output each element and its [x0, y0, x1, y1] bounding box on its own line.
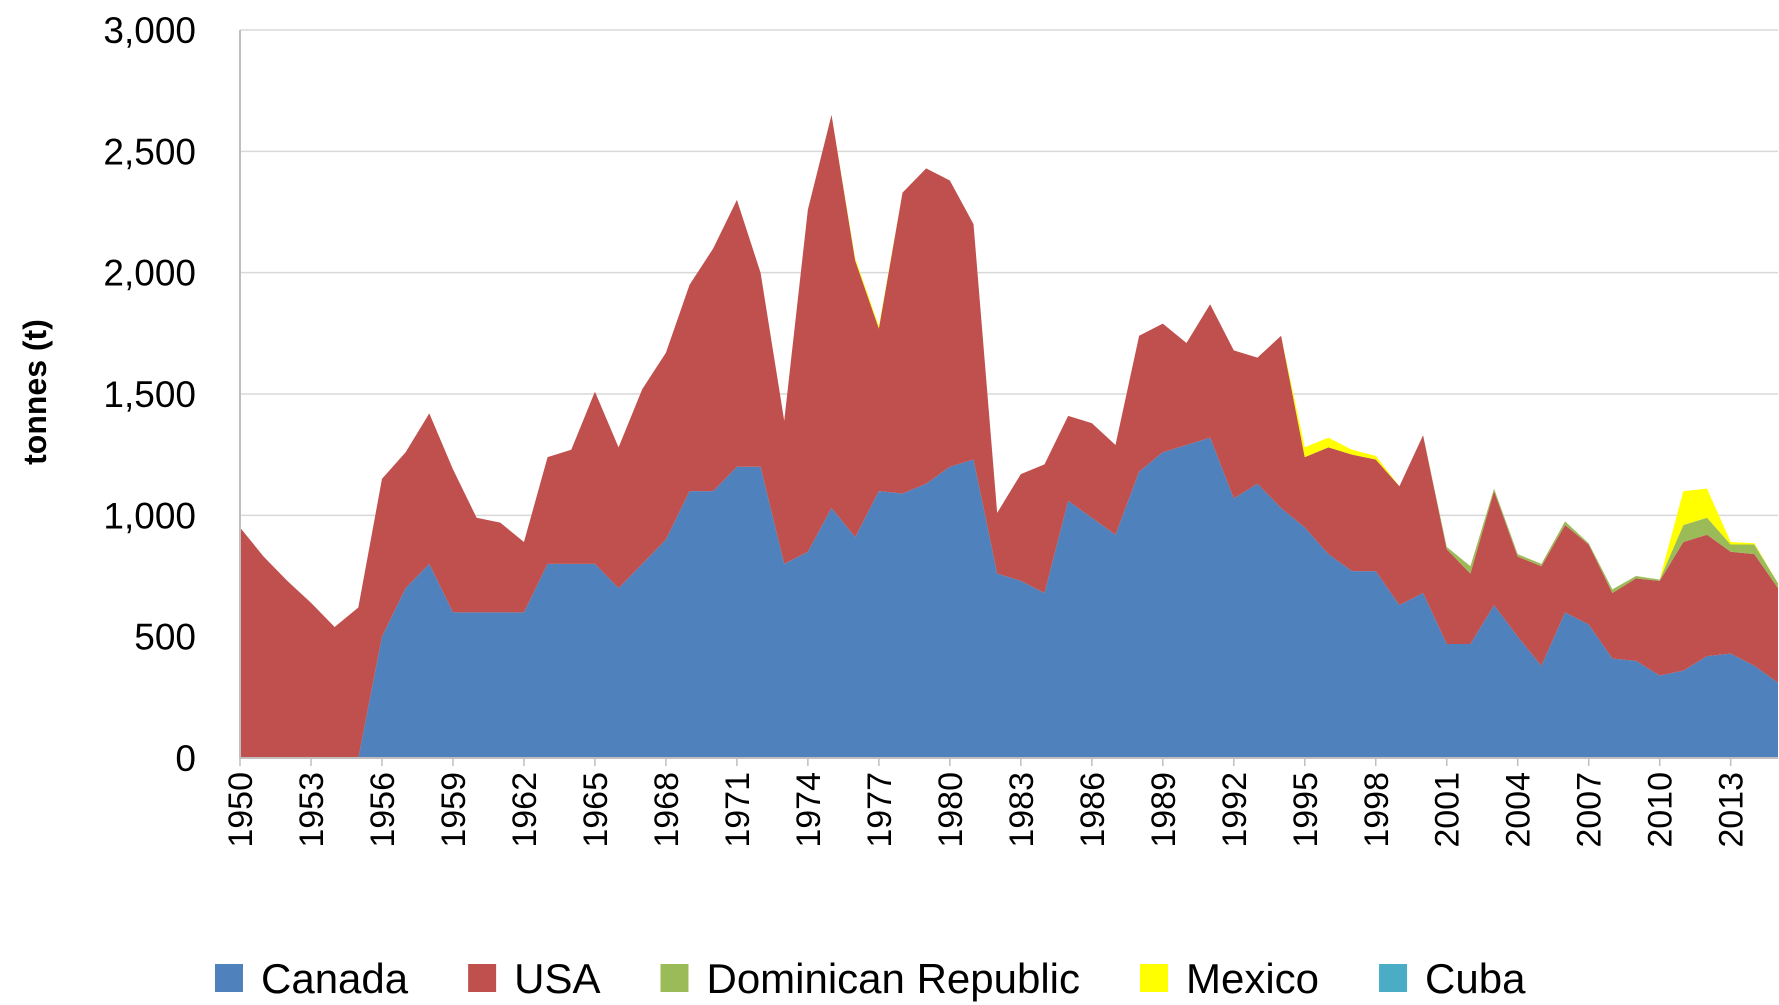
legend-swatch [468, 964, 497, 992]
x-tick-label: 1959 [435, 772, 473, 848]
x-tick-label: 1980 [932, 772, 970, 848]
x-tick-label: 1995 [1287, 772, 1325, 848]
x-tick-label: 1974 [790, 772, 828, 848]
legend-swatch [660, 964, 689, 992]
y-tick-label: 1,500 [103, 374, 196, 415]
legend-swatch [1140, 964, 1168, 992]
x-tick-label: 1953 [293, 772, 331, 848]
x-tick-label: 1968 [648, 772, 686, 848]
x-tick-label: 2001 [1429, 772, 1467, 848]
x-tick-label: 1983 [1003, 772, 1041, 848]
y-tick-label: 2,500 [103, 131, 196, 172]
x-tick-label: 1989 [1145, 772, 1183, 848]
legend-label: Mexico [1186, 955, 1319, 1002]
legend-label: Dominican Republic [706, 955, 1080, 1002]
x-tick-label: 1962 [506, 772, 544, 848]
x-tick-label: 1992 [1216, 772, 1254, 848]
y-axis-label: tonnes (t) [17, 319, 53, 465]
legend-swatch [1379, 964, 1408, 992]
legend-swatch [215, 964, 243, 992]
x-tick-label: 2013 [1713, 772, 1751, 848]
x-tick-label: 1998 [1358, 772, 1396, 848]
area [240, 437, 1778, 758]
legend-label: USA [514, 955, 600, 1002]
x-tick-label: 1977 [861, 772, 899, 848]
x-tick-label: 2004 [1500, 772, 1538, 848]
y-tick-label: 500 [134, 617, 196, 658]
x-tick-label: 1965 [577, 772, 615, 848]
x-tick-label: 2007 [1571, 772, 1609, 848]
y-tick-label: 3,000 [103, 10, 196, 51]
y-tick-label: 0 [175, 738, 196, 779]
y-tick-label: 2,000 [103, 253, 196, 294]
x-tick-label: 1986 [1074, 772, 1112, 848]
legend-label: Cuba [1425, 955, 1526, 1002]
x-tick-label: 1971 [719, 772, 757, 848]
legend-label: Canada [261, 955, 409, 1002]
y-tick-label: 1,000 [103, 495, 196, 536]
x-tick-label: 2010 [1642, 772, 1680, 848]
x-tick-label: 1950 [222, 772, 260, 848]
x-tick-label: 1956 [364, 772, 402, 848]
